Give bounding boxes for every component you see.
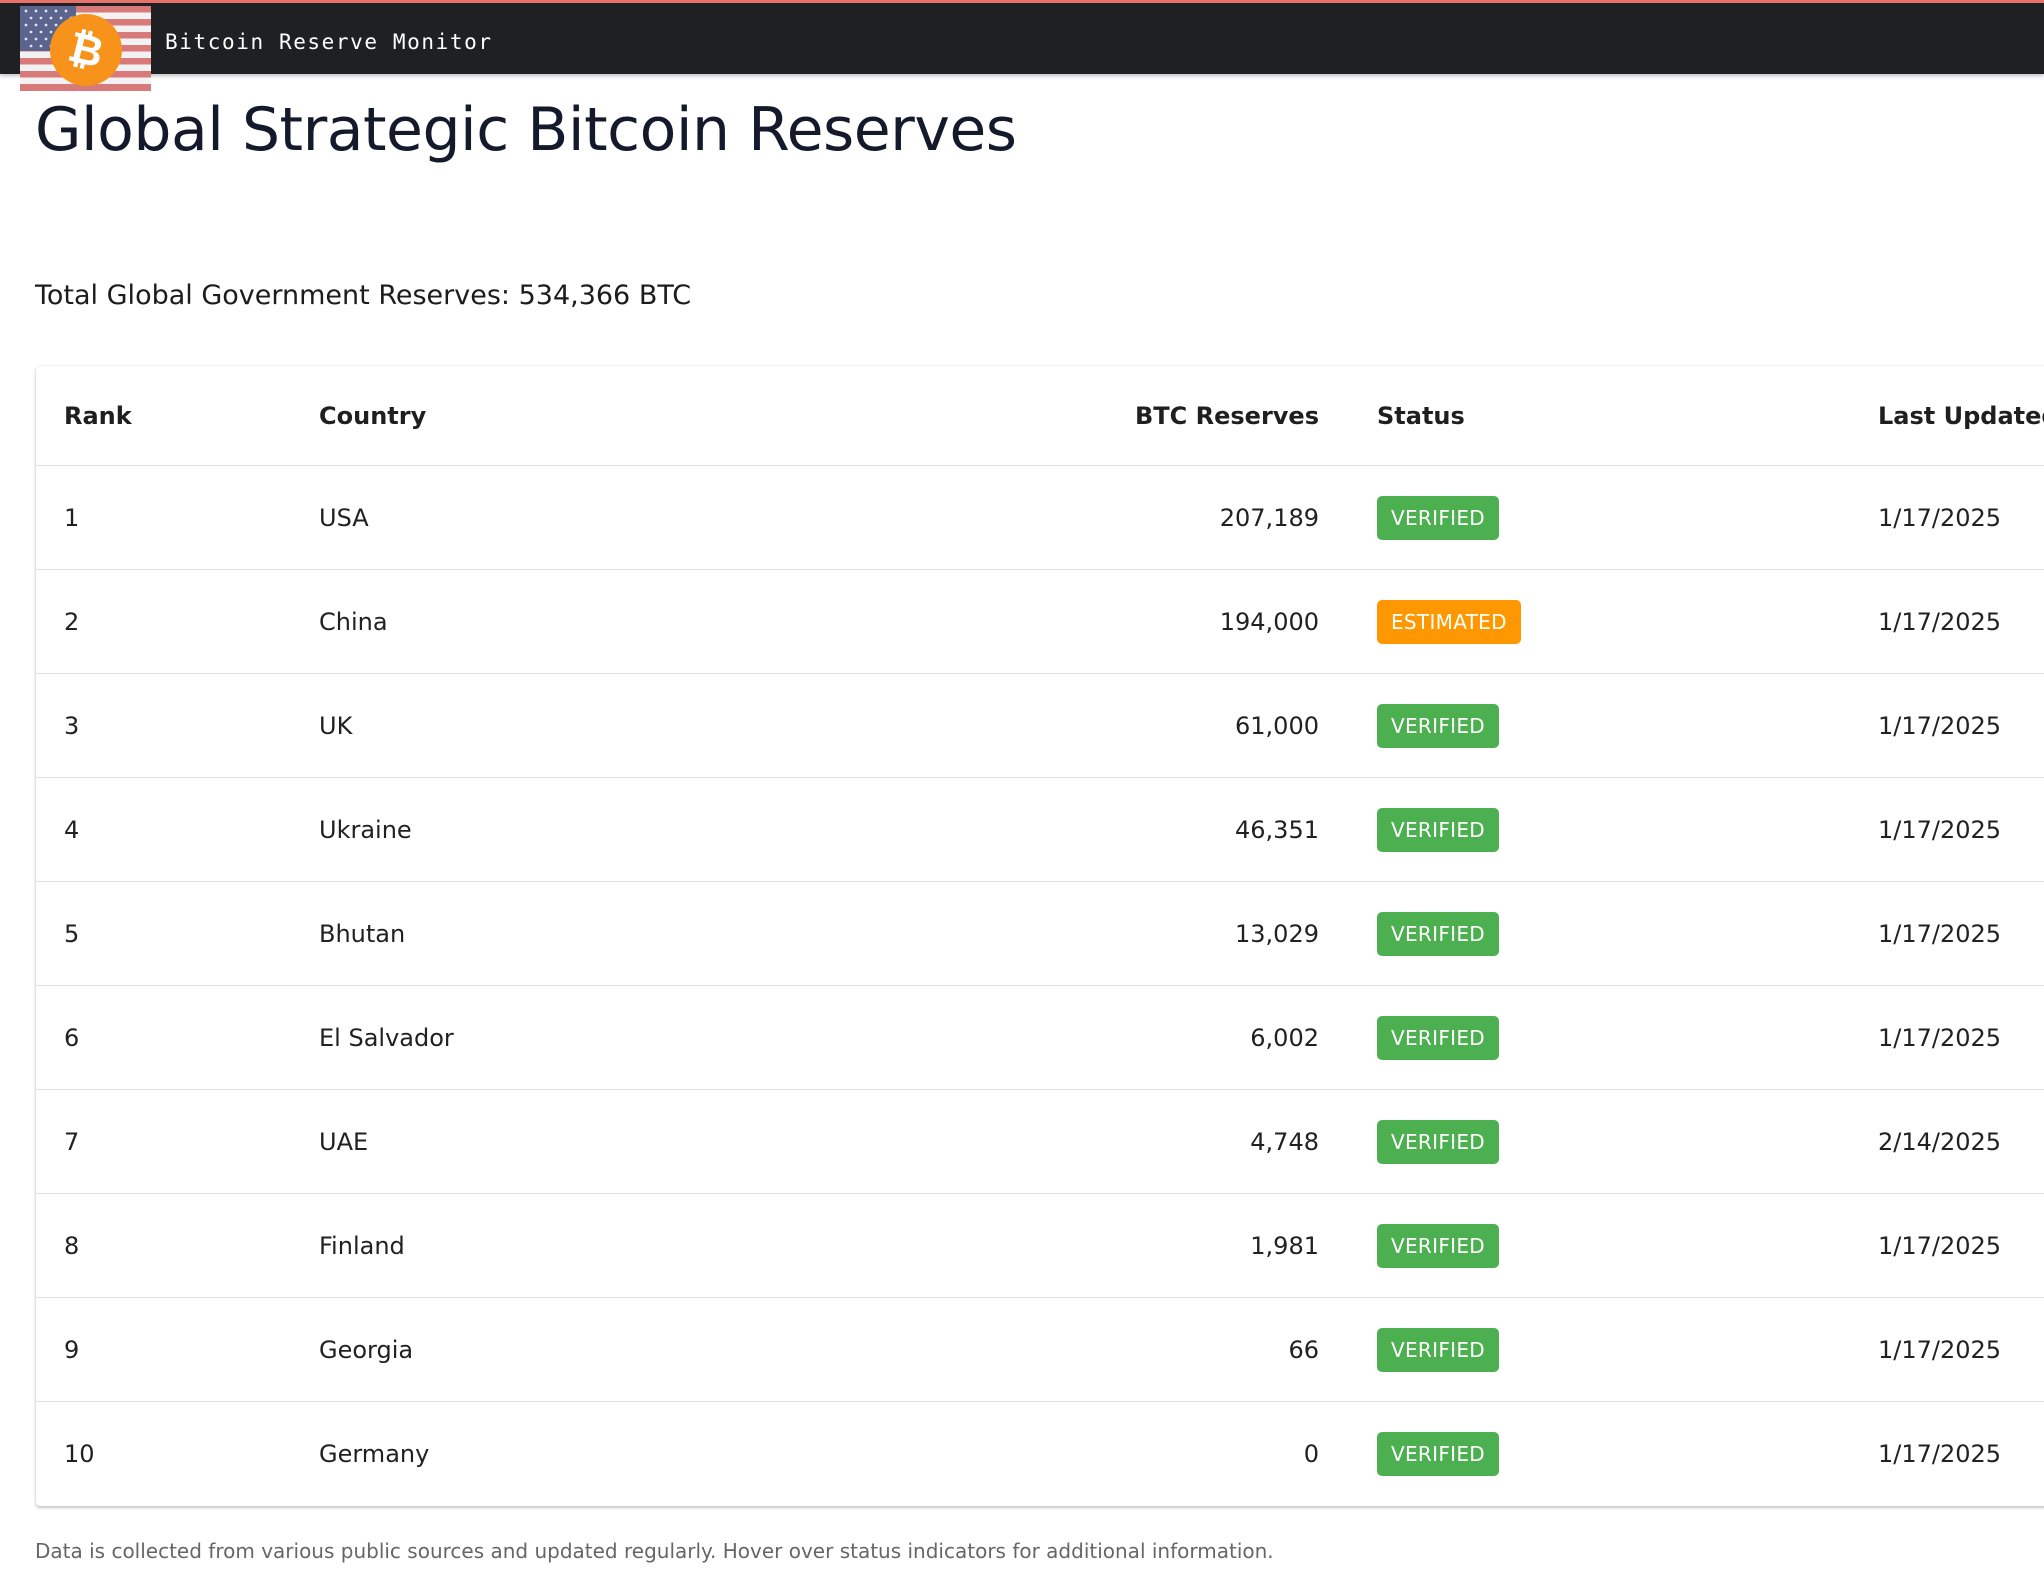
cell-country: El Salvador	[319, 985, 819, 1090]
table-row[interactable]: 8 Finland 1,981 VERIFIED 1/17/2025	[36, 1193, 2044, 1298]
cell-country: Georgia	[319, 1297, 819, 1402]
column-header-last-updated[interactable]: Last Updated	[1878, 366, 2044, 466]
cell-rank: 7	[36, 1089, 319, 1194]
cell-rank: 4	[36, 777, 319, 882]
table-row[interactable]: 7 UAE 4,748 VERIFIED 2/14/2025	[36, 1089, 2044, 1194]
table-header-row: Rank Country BTC Reserves Status Last Up…	[36, 366, 2044, 466]
cell-rank: 8	[36, 1193, 319, 1298]
table-row[interactable]: 2 China 194,000 ESTIMATED 1/17/2025	[36, 569, 2044, 674]
table-row[interactable]: 1 USA 207,189 VERIFIED 1/17/2025	[36, 465, 2044, 570]
cell-last-updated: 1/17/2025	[1878, 569, 2044, 674]
table-row[interactable]: 4 Ukraine 46,351 VERIFIED 1/17/2025	[36, 777, 2044, 882]
cell-spacer	[1319, 777, 1377, 882]
table-row[interactable]: 9 Georgia 66 VERIFIED 1/17/2025	[36, 1297, 2044, 1402]
cell-country: China	[319, 569, 819, 674]
cell-spacer	[1319, 881, 1377, 986]
status-badge[interactable]: VERIFIED	[1377, 1119, 1499, 1164]
status-badge[interactable]: VERIFIED	[1377, 1327, 1499, 1372]
column-header-btc-reserves[interactable]: BTC Reserves	[819, 366, 1319, 466]
cell-status: VERIFIED	[1377, 1193, 1878, 1298]
reserves-table-card: Rank Country BTC Reserves Status Last Up…	[36, 366, 2044, 1506]
cell-btc-reserves: 4,748	[819, 1089, 1319, 1194]
cell-spacer	[1319, 985, 1377, 1090]
column-header-rank[interactable]: Rank	[36, 366, 319, 466]
cell-status: VERIFIED	[1377, 1297, 1878, 1402]
app-logo[interactable]: ₿	[20, 6, 151, 91]
table-row[interactable]: 3 UK 61,000 VERIFIED 1/17/2025	[36, 673, 2044, 778]
cell-spacer	[1319, 1193, 1377, 1298]
cell-status: VERIFIED	[1377, 1089, 1878, 1194]
cell-rank: 5	[36, 881, 319, 986]
cell-last-updated: 1/17/2025	[1878, 1439, 2002, 1468]
cell-last-updated: 1/17/2025	[1878, 1193, 2044, 1298]
cell-country: USA	[319, 465, 819, 570]
cell-rank: 1	[36, 465, 319, 570]
cell-rank: 2	[36, 569, 319, 674]
column-header-country[interactable]: Country	[319, 366, 819, 466]
cell-btc-reserves: 46,351	[819, 777, 1319, 882]
cell-country: UAE	[319, 1089, 819, 1194]
cell-btc-reserves: 1,981	[819, 1193, 1319, 1298]
app-bar: ₿ Bitcoin Reserve Monitor	[0, 0, 2044, 91]
status-badge[interactable]: VERIFIED	[1377, 1223, 1499, 1268]
cell-country: Ukraine	[319, 777, 819, 882]
cell-status: ESTIMATED	[1377, 569, 1878, 674]
cell-btc-reserves: 13,029	[819, 881, 1319, 986]
cell-btc-reserves: 6,002	[819, 985, 1319, 1090]
cell-status: VERIFIED	[1377, 881, 1878, 986]
data-source-note: Data is collected from various public so…	[35, 1539, 1274, 1563]
cell-spacer	[1319, 1089, 1377, 1194]
app-title: Bitcoin Reserve Monitor	[165, 30, 493, 54]
status-badge[interactable]: VERIFIED	[1377, 495, 1499, 540]
bitcoin-icon: ₿	[50, 14, 122, 86]
cell-status: VERIFIED	[1377, 777, 1878, 882]
cell-btc-reserves: 66	[819, 1297, 1319, 1402]
column-header-status[interactable]: Status	[1377, 366, 1878, 466]
cell-last-updated: 1/17/2025	[1878, 465, 2044, 570]
status-badge[interactable]: VERIFIED	[1377, 807, 1499, 852]
cell-last-updated: 1/17/2025	[1878, 777, 2044, 882]
cell-status: VERIFIED	[1377, 673, 1878, 778]
status-badge[interactable]: VERIFIED	[1377, 1015, 1499, 1060]
cell-status: VERIFIED	[1377, 465, 1878, 570]
cell-country: Finland	[319, 1193, 819, 1298]
status-badge[interactable]: ESTIMATED	[1377, 599, 1521, 644]
cell-country: Germany	[319, 1439, 430, 1468]
status-badge[interactable]: VERIFIED	[1377, 1431, 1499, 1476]
cell-spacer	[1319, 1402, 1377, 1506]
status-badge[interactable]: VERIFIED	[1377, 703, 1499, 748]
cell-last-updated: 2/14/2025	[1878, 1089, 2044, 1194]
cell-rank: 9	[36, 1297, 319, 1402]
cell-spacer	[1319, 673, 1377, 778]
cell-btc-reserves: 0	[1303, 1439, 1319, 1468]
total-reserves-summary: Total Global Government Reserves: 534,36…	[35, 280, 692, 311]
table-row[interactable]: 6 El Salvador 6,002 VERIFIED 1/17/2025	[36, 985, 2044, 1090]
cell-spacer	[1319, 465, 1377, 570]
cell-status: VERIFIED	[1377, 1402, 1878, 1506]
cell-country: Bhutan	[319, 881, 819, 986]
cell-last-updated: 1/17/2025	[1878, 1297, 2044, 1402]
cell-rank: 3	[36, 673, 319, 778]
cell-btc-reserves: 61,000	[819, 673, 1319, 778]
column-spacer	[1319, 366, 1377, 466]
cell-status: VERIFIED	[1377, 985, 1878, 1090]
table-row[interactable]: 5 Bhutan 13,029 VERIFIED 1/17/2025	[36, 881, 2044, 986]
cell-last-updated: 1/17/2025	[1878, 881, 2044, 986]
cell-btc-reserves: 194,000	[819, 569, 1319, 674]
reserves-table: Rank Country BTC Reserves Status Last Up…	[36, 366, 2044, 1505]
status-badge[interactable]: VERIFIED	[1377, 911, 1499, 956]
cell-rank: 10	[64, 1439, 95, 1468]
cell-btc-reserves: 207,189	[819, 465, 1319, 570]
cell-last-updated: 1/17/2025	[1878, 673, 2044, 778]
cell-country: UK	[319, 673, 819, 778]
cell-rank: 6	[36, 985, 319, 1090]
page-title: Global Strategic Bitcoin Reserves	[35, 95, 1017, 165]
table-row[interactable]: 10 Germany 0 VERIFIED 1/17/2025	[36, 1402, 2044, 1506]
cell-spacer	[1319, 569, 1377, 674]
cell-last-updated: 1/17/2025	[1878, 985, 2044, 1090]
cell-spacer	[1319, 1297, 1377, 1402]
